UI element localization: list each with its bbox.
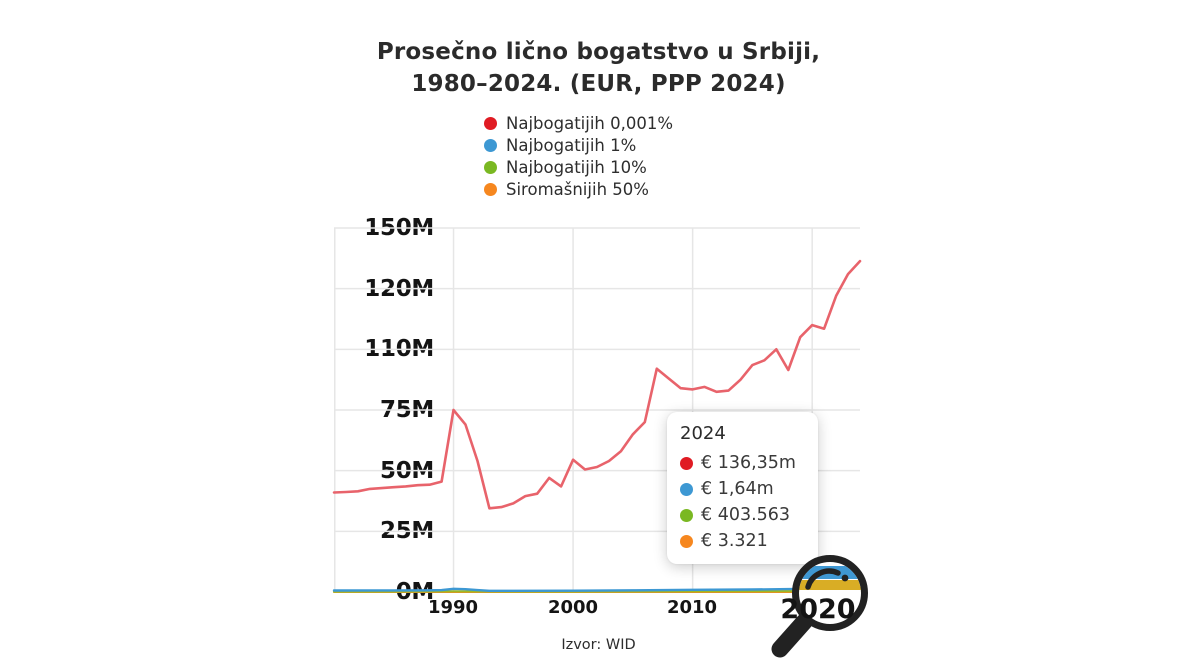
tooltip-year: 2024: [680, 423, 726, 444]
plot-area: [332, 227, 862, 593]
chart-title-line1: Prosečno lično bogatstvo u Srbiji,: [376, 39, 821, 65]
chart-tooltip: 2024 € 136,35m € 1,64m € 403.563 € 3.321: [667, 412, 818, 564]
tooltip-dot-green-icon: [680, 508, 693, 522]
tooltip-value: € 136,35m: [701, 453, 796, 473]
magnifier-handle: [771, 613, 813, 658]
legend-label: Najbogatijih 0,001%: [506, 113, 674, 133]
legend-dot-orange-icon: [484, 182, 497, 196]
legend-dot-red-icon: [484, 116, 497, 130]
legend-label: Najbogatijih 10%: [506, 157, 647, 177]
lens-shine: [805, 568, 841, 590]
chart-title: Prosečno lično bogatstvo u Srbiji, 1980–…: [0, 36, 1197, 100]
chart-legend: Najbogatijih 0,001% Najbogatijih 1% Najb…: [484, 112, 673, 200]
legend-dot-green-icon: [484, 160, 497, 174]
x-axis-label-1990: 1990: [427, 597, 479, 618]
magnifier-icon: [771, 555, 868, 658]
tooltip-row: € 403.563: [680, 505, 806, 525]
legend-dot-blue-icon: [484, 138, 497, 152]
tooltip-value: € 3.321: [701, 531, 768, 551]
legend-item-top-10pct: Najbogatijih 10%: [484, 156, 673, 178]
legend-label: Siromašnijih 50%: [506, 179, 649, 199]
tooltip-dot-blue-icon: [680, 482, 693, 496]
tooltip-value: € 403.563: [701, 505, 791, 525]
x-axis-label-2020: 2020: [780, 594, 856, 625]
tooltip-row: € 136,35m: [680, 453, 806, 473]
legend-item-top-0001pct: Najbogatijih 0,001%: [484, 112, 673, 134]
x-axis-label-2010: 2010: [666, 597, 718, 618]
lens-shine-dot: [841, 574, 849, 582]
legend-label: Najbogatijih 1%: [506, 135, 637, 155]
tooltip-row: € 3.321: [680, 531, 806, 551]
tooltip-row: € 1,64m: [680, 479, 806, 499]
source-caption: Izvor: WID: [561, 637, 636, 653]
tooltip-dot-orange-icon: [680, 534, 693, 548]
tooltip-dot-red-icon: [680, 456, 693, 470]
legend-item-bottom-50pct: Siromašnijih 50%: [484, 178, 673, 200]
x-axis-label-2000: 2000: [547, 597, 599, 618]
legend-item-top-1pct: Najbogatijih 1%: [484, 134, 673, 156]
tooltip-value: € 1,64m: [701, 479, 774, 499]
chart-title-line2: 1980–2024. (EUR, PPP 2024): [411, 71, 786, 97]
lens-ring: [792, 555, 868, 631]
